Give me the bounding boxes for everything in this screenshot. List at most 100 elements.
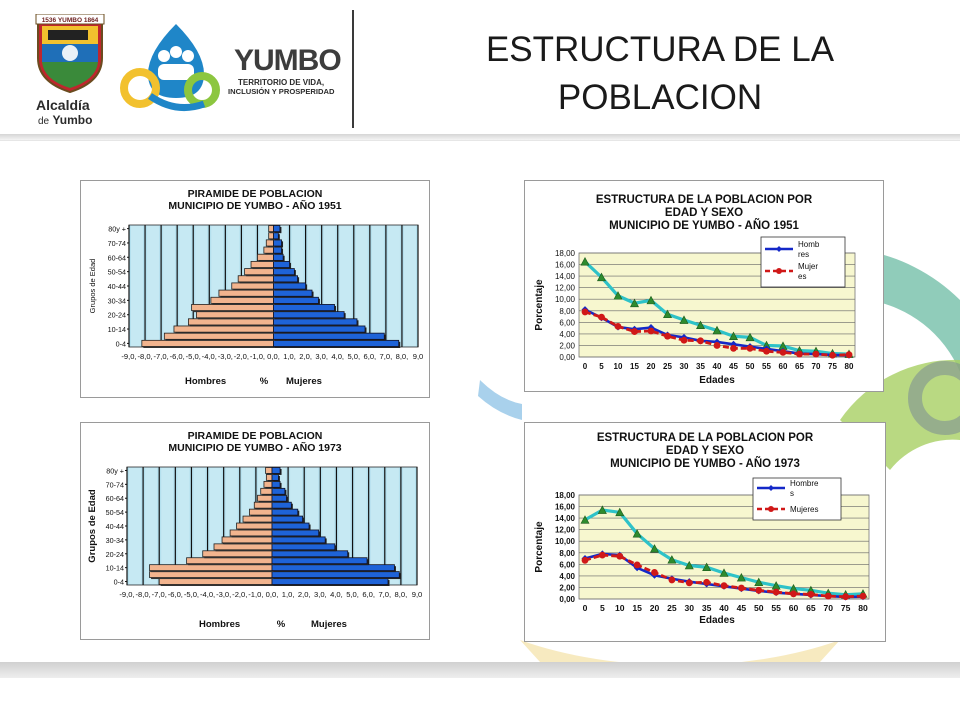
line-1951-women-marker (697, 337, 704, 345)
pyramid-1973-texture-band (161, 468, 174, 584)
line-1973-xtick-label: 30 (684, 603, 694, 613)
line-1951-total-marker (580, 257, 590, 266)
pyramid-1973-women-bar (271, 571, 400, 578)
alcaldia-sublabel: de Yumbo (38, 113, 92, 127)
pyramid-1951-men-bar (257, 253, 274, 261)
pyramid-1951-ytick-label: 40-44 (108, 282, 126, 291)
pyramid-1973-xtick-label: 8,0, (395, 590, 408, 599)
pyramid-1951-texture-band (179, 226, 192, 346)
line-1973-xtick-label: 65 (806, 603, 816, 613)
line-1951-xtick-label: 30 (680, 362, 689, 371)
line-1951-women-marker (730, 344, 737, 352)
line-1973-xtick-label: 5 (600, 603, 605, 613)
pyramid-1951-women-bar (273, 311, 345, 319)
line-1973-women-marker (616, 552, 624, 560)
pyramid-1973-women-bar (271, 508, 299, 516)
pyramid-1973-xtick-label: -2,0, (232, 590, 247, 599)
line-1951-xtick-label: 65 (795, 362, 804, 371)
pyramid-1973-women-bar (271, 578, 389, 585)
line-1951-women-marker (680, 336, 688, 344)
pyramid-1973-xtick-label: 2,0, (298, 590, 311, 599)
line-1951-women-marker (581, 308, 589, 316)
line-1973-total-marker (615, 507, 625, 517)
pyramid-1973-xtick-label: 0,0, (266, 590, 279, 599)
line-1951-ytick-label: 18,00 (555, 249, 576, 258)
pyramid-1951-xtick-label: 0,0, (267, 352, 280, 361)
yumbo-people-emblem-icon (120, 24, 220, 112)
line-1973-legend-marker-men (768, 485, 774, 491)
pyramid-1973-men-bar (186, 557, 273, 565)
pyramid-1951-xlabel-unit: % (260, 376, 269, 387)
pyramid-1951-xtick-label: 7,0, (380, 352, 393, 361)
line-1951-xtick-label: 5 (599, 362, 604, 371)
pyramid-1951-men-bar (237, 275, 274, 283)
line-1951-xtick-label: 40 (713, 362, 722, 371)
line-1951-xtick-label: 60 (779, 362, 788, 371)
line-1951-xtick-label: 75 (828, 362, 837, 371)
line-1951-legend-label-women: Mujer (798, 262, 818, 271)
pyramid-1951-men-bar (231, 282, 274, 290)
line-1951-total-marker (613, 291, 623, 300)
line-1973-ytick-label: 18,00 (555, 491, 576, 500)
line-1973-legend-label-men: s (790, 489, 794, 498)
pyramid-1951-women-bar (273, 246, 282, 254)
line-1973-women-marker (859, 592, 867, 600)
pyramid-1973-women-bar (271, 522, 310, 530)
line-1951-women-marker (796, 350, 803, 358)
pyramid-1951-men-bar (188, 318, 274, 326)
alcaldia-sublabel-name: Yumbo (52, 113, 93, 127)
line-1951-total-marker (597, 272, 606, 282)
pyramid-1951-men-bar (244, 268, 274, 276)
line-1973-women-marker (685, 579, 693, 587)
line-1973-total-marker (684, 560, 694, 570)
line-1951-women-marker (812, 350, 820, 358)
line-1951-title-line-2: EDAD Y SEXO (664, 207, 744, 219)
line-1973-ytick-label: 8,00 (559, 549, 575, 558)
pyramid-1951-xtick-label: 8,0, (396, 352, 409, 361)
line-1973-xtick-label: 40 (719, 603, 729, 613)
line-1973-total-marker (702, 562, 712, 572)
line-1951-chart: 0,00 2,00 4,00 6,00 8,00 10,00 12,00 14,00 16,00… (534, 236, 856, 386)
pyramid-1973-men-bar (257, 494, 273, 502)
line-1973-total-marker (719, 568, 729, 577)
line-1951-women-marker (713, 342, 721, 349)
pyramid-1973-xtick-label: 7,0, (378, 590, 391, 599)
line-1951-ytick-label: 16,00 (555, 261, 576, 270)
line-1951-ytick-label: 2,00 (559, 341, 575, 350)
line-1973-xtick-label: 10 (615, 603, 625, 613)
line-1973-women-marker (633, 561, 641, 569)
pyramid-1951-women-bar (273, 253, 284, 261)
pyramid-1973-women-bar (271, 550, 349, 558)
pyramid-1973-ytick-label: 60-64 (106, 494, 124, 503)
pyramid-1951-men-bar (173, 325, 274, 333)
pyramid-1951-men-bar (265, 239, 274, 247)
page-title: ESTRUCTURA DE LA POBLACION (470, 26, 850, 122)
emblem-blue-ribbon (148, 93, 206, 112)
page-title-line-1: ESTRUCTURA DE LA (485, 30, 835, 69)
footer-bar (0, 662, 960, 678)
line-1951-women-marker (829, 351, 836, 359)
line-1973-women-marker (737, 584, 745, 592)
line-1951-legend-label-women: es (798, 272, 806, 281)
line-1951-women-marker (631, 328, 638, 335)
pyramid-1973-xtick-label: -3,0, (216, 590, 231, 599)
emblem-bodies (158, 64, 194, 80)
pyramid-1951-title-line-1: PIRAMIDE DE POBLACION (187, 188, 323, 200)
pyramid-1973-xtick-label: 1,0, (282, 590, 295, 599)
pyramid-1973-men-bar (202, 550, 273, 558)
line-1973-ytick-label: 4,00 (559, 572, 575, 581)
pyramid-1973-texture-band (354, 468, 367, 584)
line-1973-xtick-label: 70 (823, 603, 833, 613)
line-1973-title-line-3: MUNICIPIO DE YUMBO - AÑO 1973 (610, 458, 800, 470)
pyramid-1951-women-bar (273, 318, 358, 326)
pyramid-1973-texture-band (145, 468, 158, 584)
line-1951-legend (760, 236, 846, 288)
pyramid-1951-women-bar (273, 239, 282, 247)
pyramid-1973-ytick-label: 50-54 (106, 508, 124, 517)
line-1951-total-marker (696, 320, 705, 330)
pyramid-1973-xtick-label: -9,0, (119, 590, 134, 599)
pyramid-1951-women-bar (273, 260, 290, 268)
pyramid-1973-men-bar (221, 536, 273, 544)
page-title-line-2: POBLACION (557, 78, 763, 117)
pyramid-1951-men-bar (218, 289, 274, 297)
